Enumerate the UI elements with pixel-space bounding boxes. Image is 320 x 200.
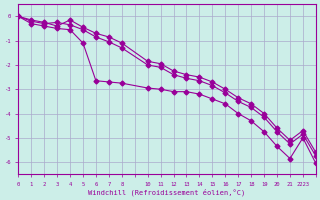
X-axis label: Windchill (Refroidissement éolien,°C): Windchill (Refroidissement éolien,°C) (88, 188, 246, 196)
